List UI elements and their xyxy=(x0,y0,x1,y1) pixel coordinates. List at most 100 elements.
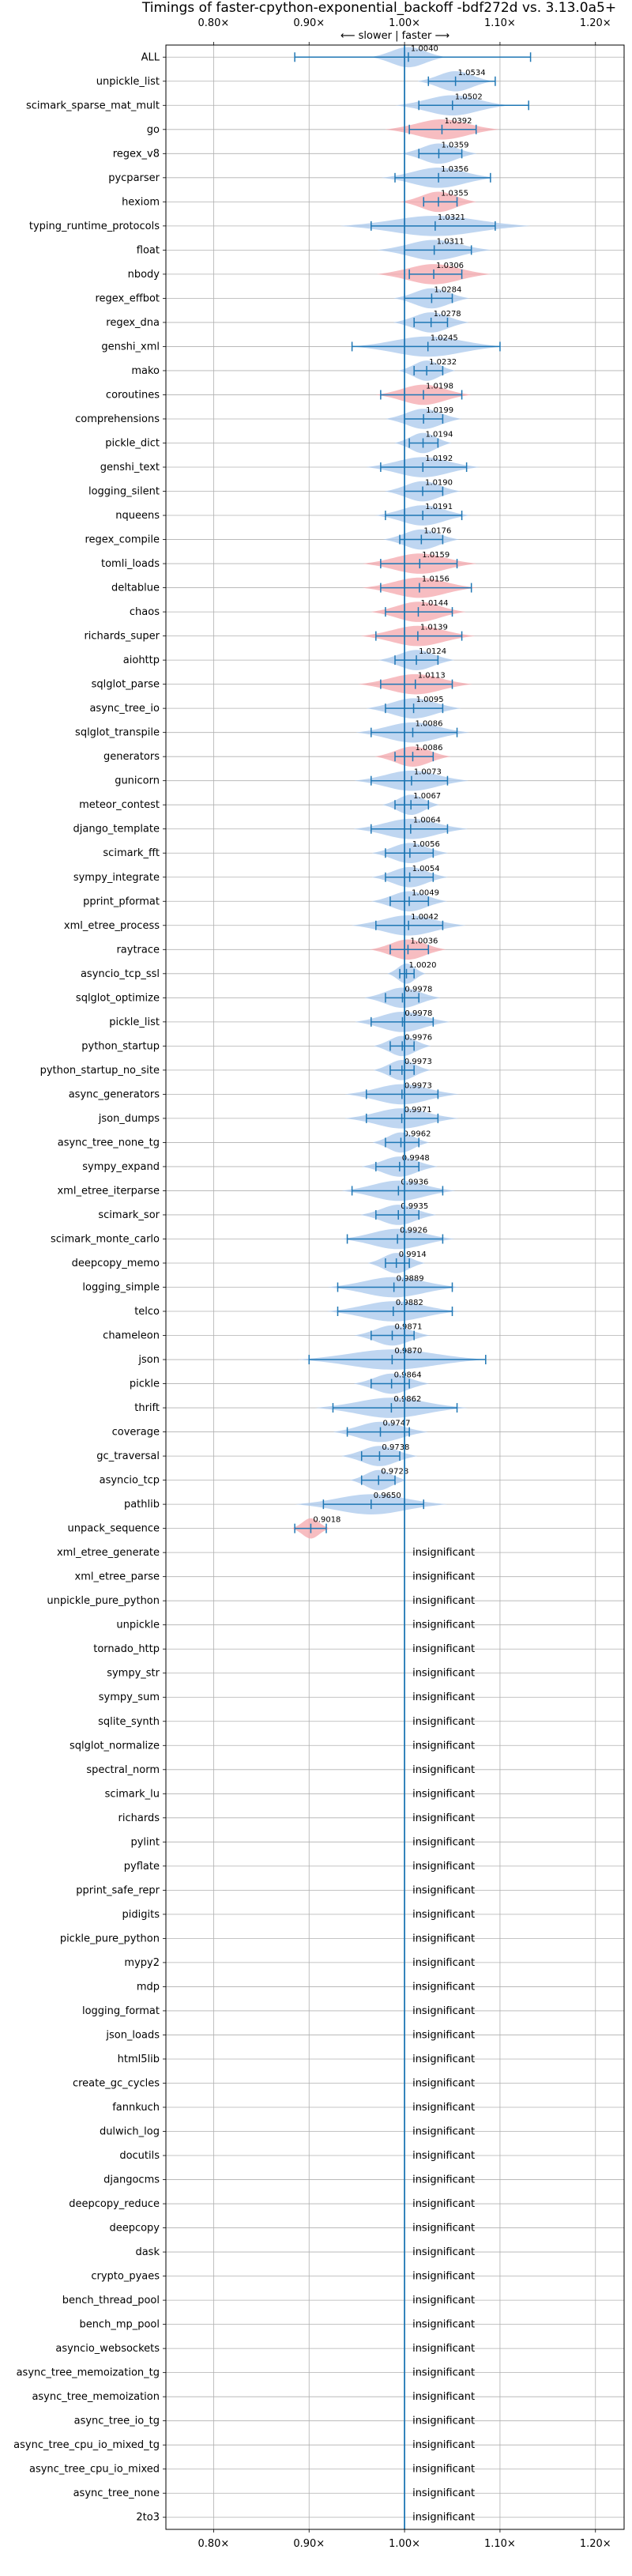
benchmark-label: scimark_sparse_mat_mult xyxy=(26,100,160,111)
benchmark-label: async_tree_none_tg xyxy=(58,1137,160,1148)
benchmark-label: pprint_safe_repr xyxy=(76,1884,160,1896)
value-label: 0.9978 xyxy=(404,1009,432,1018)
x-tick-label-bottom: 0.80× xyxy=(198,2538,229,2550)
benchmark-label: unpickle_pure_python xyxy=(47,1595,160,1607)
benchmark-label: async_tree_cpu_io_mixed_tg xyxy=(13,2439,160,2451)
benchmark-label: comprehensions xyxy=(75,413,160,425)
benchmark-label: sqlglot_transpile xyxy=(75,727,160,739)
value-label: 1.0232 xyxy=(429,358,457,367)
benchmark-label: xml_etree_iterparse xyxy=(57,1185,160,1197)
value-label: 1.0321 xyxy=(438,213,465,222)
insignificant-label: insignificant xyxy=(412,2005,475,2017)
direction-label: ⟵ slower | faster ⟶ xyxy=(340,30,450,42)
benchmark-label: djangocms xyxy=(103,2174,160,2186)
benchmark-label: mypy2 xyxy=(124,1957,160,1969)
insignificant-label: insignificant xyxy=(412,1692,475,1703)
benchmark-label: sqlglot_parse xyxy=(92,679,160,691)
value-label: 0.9018 xyxy=(313,1516,340,1525)
x-tick-label-top: 0.80× xyxy=(198,17,229,29)
value-label: 1.0056 xyxy=(412,840,440,849)
benchmark-label: async_tree_memoization_tg xyxy=(17,2367,160,2379)
benchmark-label: logging_format xyxy=(82,2005,160,2017)
benchmark-label: json_dumps xyxy=(98,1113,160,1125)
x-tick-label-top: 0.90× xyxy=(293,17,325,29)
benchmark-label: sqlglot_optimize xyxy=(76,992,160,1004)
benchmark-label: sqlglot_normalize xyxy=(70,1740,160,1752)
insignificant-label: insignificant xyxy=(412,2295,475,2306)
insignificant-label: insignificant xyxy=(412,2391,475,2403)
plot-area: 1.0040 1.0534 1.0502 1.0392 1.0359 1.0356 1.03… xyxy=(13,17,625,2550)
benchmark-label: go xyxy=(147,124,160,136)
insignificant-label: insignificant xyxy=(412,1571,475,1583)
value-label: 1.0392 xyxy=(444,117,472,126)
benchmark-label: raytrace xyxy=(116,944,160,956)
benchmark-label: create_gc_cycles xyxy=(73,2077,160,2089)
benchmark-label: aiohttp xyxy=(123,654,160,666)
x-tick-label-top: 1.20× xyxy=(580,17,611,29)
value-label: 1.0159 xyxy=(422,551,450,560)
benchmark-label: meteor_contest xyxy=(79,799,160,811)
value-label: 1.0194 xyxy=(426,430,453,439)
value-label: 1.0191 xyxy=(425,503,453,511)
benchmark-label: docutils xyxy=(119,2150,160,2162)
benchmark-label: fannkuch xyxy=(112,2102,160,2114)
insignificant-label: insignificant xyxy=(412,1981,475,1993)
benchmark-label: unpickle_list xyxy=(96,76,160,88)
value-label: 0.9650 xyxy=(374,1492,401,1500)
benchmark-label: scimark_fft xyxy=(103,847,160,859)
insignificant-label: insignificant xyxy=(412,2271,475,2283)
benchmark-label: asyncio_tcp xyxy=(100,1475,160,1487)
plot-frame xyxy=(165,44,625,2530)
insignificant-label: insignificant xyxy=(412,1668,475,1680)
value-label: 1.0356 xyxy=(441,165,468,174)
insignificant-label: insignificant xyxy=(412,1812,475,1824)
value-label: 1.0502 xyxy=(455,92,483,101)
benchmark-label: thrift xyxy=(134,1402,160,1414)
benchmark-label: float xyxy=(137,244,160,256)
value-label: 0.9936 xyxy=(401,1178,428,1186)
benchmark-label: genshi_xml xyxy=(101,341,160,353)
benchmark-label: richards xyxy=(118,1812,160,1824)
value-label: 0.9971 xyxy=(404,1106,432,1115)
value-label: 1.0086 xyxy=(415,720,442,729)
value-label: 0.9738 xyxy=(382,1443,409,1452)
insignificant-label: insignificant xyxy=(412,1836,475,1848)
benchmark-label: deepcopy xyxy=(109,2223,160,2235)
benchmark-label: async_tree_io_tg xyxy=(74,2416,160,2427)
insignificant-label: insignificant xyxy=(412,2077,475,2089)
benchmark-label: coverage xyxy=(112,1427,160,1439)
benchmark-label: unpickle xyxy=(116,1620,160,1631)
benchmark-label: chameleon xyxy=(103,1330,160,1342)
benchmark-label: dask xyxy=(135,2246,160,2258)
insignificant-label: insignificant xyxy=(412,1716,475,1728)
value-label: 0.9962 xyxy=(403,1130,431,1138)
value-label: 1.0190 xyxy=(425,479,453,488)
value-label: 1.0073 xyxy=(414,768,442,777)
value-label: 1.0278 xyxy=(434,310,461,319)
value-label: 0.9882 xyxy=(396,1299,423,1307)
insignificant-label: insignificant xyxy=(412,1740,475,1752)
benchmark-label: async_tree_none xyxy=(73,2487,160,2499)
value-label: 0.9948 xyxy=(402,1154,430,1163)
value-label: 0.9870 xyxy=(394,1347,422,1356)
insignificant-label: insignificant xyxy=(412,2126,475,2138)
x-tick-label-bottom: 1.20× xyxy=(580,2538,611,2550)
value-label: 1.0036 xyxy=(410,937,438,945)
value-label: 1.0306 xyxy=(436,262,464,270)
benchmark-label: tornado_http xyxy=(93,1643,160,1655)
value-label: 1.0355 xyxy=(441,189,468,198)
benchmark-label: coroutines xyxy=(106,389,160,401)
insignificant-label: insignificant xyxy=(412,1861,475,1873)
benchmark-label: html5lib xyxy=(118,2054,160,2065)
benchmark-label: dulwich_log xyxy=(100,2126,160,2138)
benchmark-label: pyflate xyxy=(124,1861,160,1873)
insignificant-label: insignificant xyxy=(412,2464,475,2476)
benchmark-label: deepcopy_memo xyxy=(72,1258,160,1269)
value-label: 1.0284 xyxy=(434,285,461,294)
value-label: 1.0198 xyxy=(426,382,453,390)
benchmark-label: pickle_dict xyxy=(105,437,160,449)
benchmark-label: pidigits xyxy=(122,1909,160,1921)
benchmark-label: python_startup_no_site xyxy=(40,1065,160,1077)
value-label: 1.0042 xyxy=(411,913,438,922)
insignificant-label: insignificant xyxy=(412,2150,475,2162)
